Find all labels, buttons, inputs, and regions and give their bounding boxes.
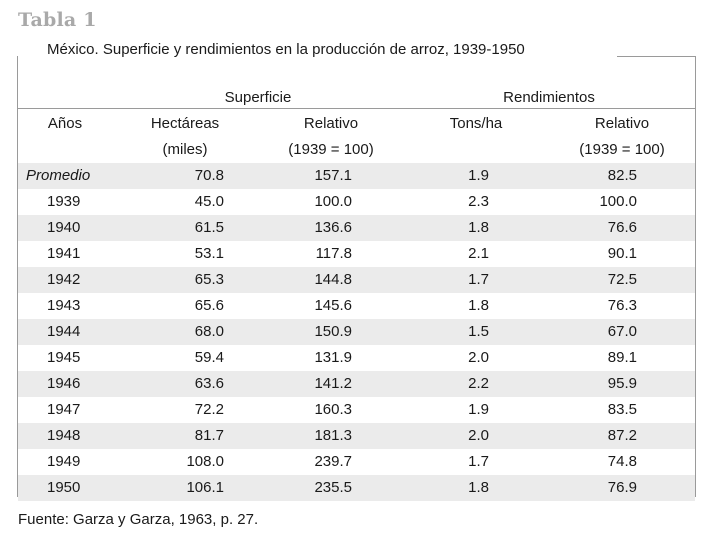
column-header-hectareas: Hectáreas — [150, 115, 220, 132]
cell-hectareas: 81.7 — [194, 427, 224, 444]
cell-tons-ha: 1.8 — [468, 479, 489, 496]
table-top-rule — [617, 56, 696, 57]
cell-year: 1947 — [47, 401, 81, 418]
cell-relativo-rendimientos: 76.3 — [607, 297, 637, 314]
table-row: 1942 65.3 144.8 1.7 72.5 — [18, 267, 695, 293]
cell-tons-ha: 2.2 — [468, 375, 489, 392]
cell-year: 1950 — [47, 479, 81, 496]
cell-relativo-superficie: 144.8 — [314, 271, 352, 288]
cell-relativo-rendimientos: 76.9 — [607, 479, 637, 496]
cell-hectareas: 106.1 — [186, 479, 224, 496]
cell-relativo-rendimientos: 74.8 — [607, 453, 637, 470]
table-row: 1948 81.7 181.3 2.0 87.2 — [18, 423, 695, 449]
table-label: Tabla 1 — [18, 9, 97, 31]
table-row: 1943 65.6 145.6 1.8 76.3 — [18, 293, 695, 319]
cell-relativo-superficie: 145.6 — [314, 297, 352, 314]
group-header-rendimientos: Rendimientos — [503, 89, 595, 106]
cell-tons-ha: 1.5 — [468, 323, 489, 340]
cell-year: 1939 — [47, 193, 81, 210]
cell-relativo-rendimientos: 90.1 — [607, 245, 637, 262]
cell-year: 1944 — [47, 323, 81, 340]
cell-hectareas: 63.6 — [194, 375, 224, 392]
cell-relativo-superficie: 235.5 — [314, 479, 352, 496]
column-header-hectareas-unit: (miles) — [162, 141, 208, 158]
cell-relativo-superficie: 157.1 — [314, 167, 352, 184]
cell-tons-ha: 1.9 — [468, 401, 489, 418]
cell-tons-ha: 2.0 — [468, 349, 489, 366]
table-row: 1944 68.0 150.9 1.5 67.0 — [18, 319, 695, 345]
cell-tons-ha: 2.0 — [468, 427, 489, 444]
cell-year: Promedio — [26, 167, 91, 184]
table-row: Promedio 70.8 157.1 1.9 82.5 — [18, 163, 695, 189]
cell-relativo-rendimientos: 72.5 — [607, 271, 637, 288]
table-row: 1950 106.1 235.5 1.8 76.9 — [18, 475, 695, 501]
cell-year: 1943 — [47, 297, 81, 314]
cell-year: 1949 — [47, 453, 81, 470]
cell-year: 1941 — [47, 245, 81, 262]
cell-tons-ha: 2.3 — [468, 193, 489, 210]
cell-hectareas: 45.0 — [194, 193, 224, 210]
table-row: 1939 45.0 100.0 2.3 100.0 — [18, 189, 695, 215]
cell-year: 1948 — [47, 427, 81, 444]
cell-relativo-rendimientos: 89.1 — [607, 349, 637, 366]
table-row: 1946 63.6 141.2 2.2 95.9 — [18, 371, 695, 397]
cell-hectareas: 108.0 — [186, 453, 224, 470]
cell-hectareas: 61.5 — [194, 219, 224, 236]
cell-tons-ha: 1.9 — [468, 167, 489, 184]
column-header-tons: Tons/ha — [449, 115, 503, 132]
cell-relativo-rendimientos: 87.2 — [607, 427, 637, 444]
cell-year: 1940 — [47, 219, 81, 236]
cell-relativo-rendimientos: 76.6 — [607, 219, 637, 236]
cell-year: 1942 — [47, 271, 81, 288]
table-row: 1947 72.2 160.3 1.9 83.5 — [18, 397, 695, 423]
cell-relativo-superficie: 150.9 — [314, 323, 352, 340]
table-row: 1945 59.4 131.9 2.0 89.1 — [18, 345, 695, 371]
cell-tons-ha: 1.7 — [468, 453, 489, 470]
cell-hectareas: 65.6 — [194, 297, 224, 314]
cell-year: 1946 — [47, 375, 81, 392]
cell-tons-ha: 1.8 — [468, 219, 489, 236]
cell-hectareas: 70.8 — [194, 167, 224, 184]
group-header-superficie: Superficie — [224, 89, 292, 106]
cell-hectareas: 68.0 — [194, 323, 224, 340]
group-header-rule — [18, 108, 695, 109]
cell-hectareas: 53.1 — [194, 245, 224, 262]
cell-hectareas: 65.3 — [194, 271, 224, 288]
cell-relativo-superficie: 136.6 — [314, 219, 352, 236]
cell-tons-ha: 1.7 — [468, 271, 489, 288]
column-header-anios: Años — [47, 115, 83, 132]
table-title: México. Superficie y rendimientos en la … — [47, 41, 531, 58]
column-header-relativo-superficie-unit: (1939 = 100) — [288, 141, 374, 158]
cell-relativo-superficie: 100.0 — [314, 193, 352, 210]
cell-relativo-superficie: 141.2 — [314, 375, 352, 392]
cell-relativo-superficie: 131.9 — [314, 349, 352, 366]
column-header-relativo-rendimientos: Relativo — [594, 115, 650, 132]
cell-relativo-rendimientos: 67.0 — [607, 323, 637, 340]
cell-relativo-superficie: 181.3 — [314, 427, 352, 444]
cell-relativo-superficie: 117.8 — [315, 245, 352, 262]
cell-tons-ha: 2.1 — [468, 245, 489, 262]
table-row: 1941 53.1 117.8 2.1 90.1 — [18, 241, 695, 267]
source-note: Fuente: Garza y Garza, 1963, p. 27. — [18, 511, 259, 528]
table-row: 1940 61.5 136.6 1.8 76.6 — [18, 215, 695, 241]
cell-relativo-rendimientos: 82.5 — [607, 167, 637, 184]
cell-relativo-superficie: 160.3 — [314, 401, 352, 418]
cell-hectareas: 72.2 — [194, 401, 224, 418]
cell-year: 1945 — [47, 349, 81, 366]
column-header-relativo-superficie: Relativo — [303, 115, 359, 132]
cell-relativo-rendimientos: 83.5 — [607, 401, 637, 418]
cell-relativo-rendimientos: 95.9 — [607, 375, 637, 392]
column-header-relativo-rendimientos-unit: (1939 = 100) — [579, 141, 665, 158]
cell-tons-ha: 1.8 — [468, 297, 489, 314]
table-row: 1949 108.0 239.7 1.7 74.8 — [18, 449, 695, 475]
cell-hectareas: 59.4 — [194, 349, 224, 366]
cell-relativo-superficie: 239.7 — [314, 453, 352, 470]
cell-relativo-rendimientos: 100.0 — [599, 193, 637, 210]
